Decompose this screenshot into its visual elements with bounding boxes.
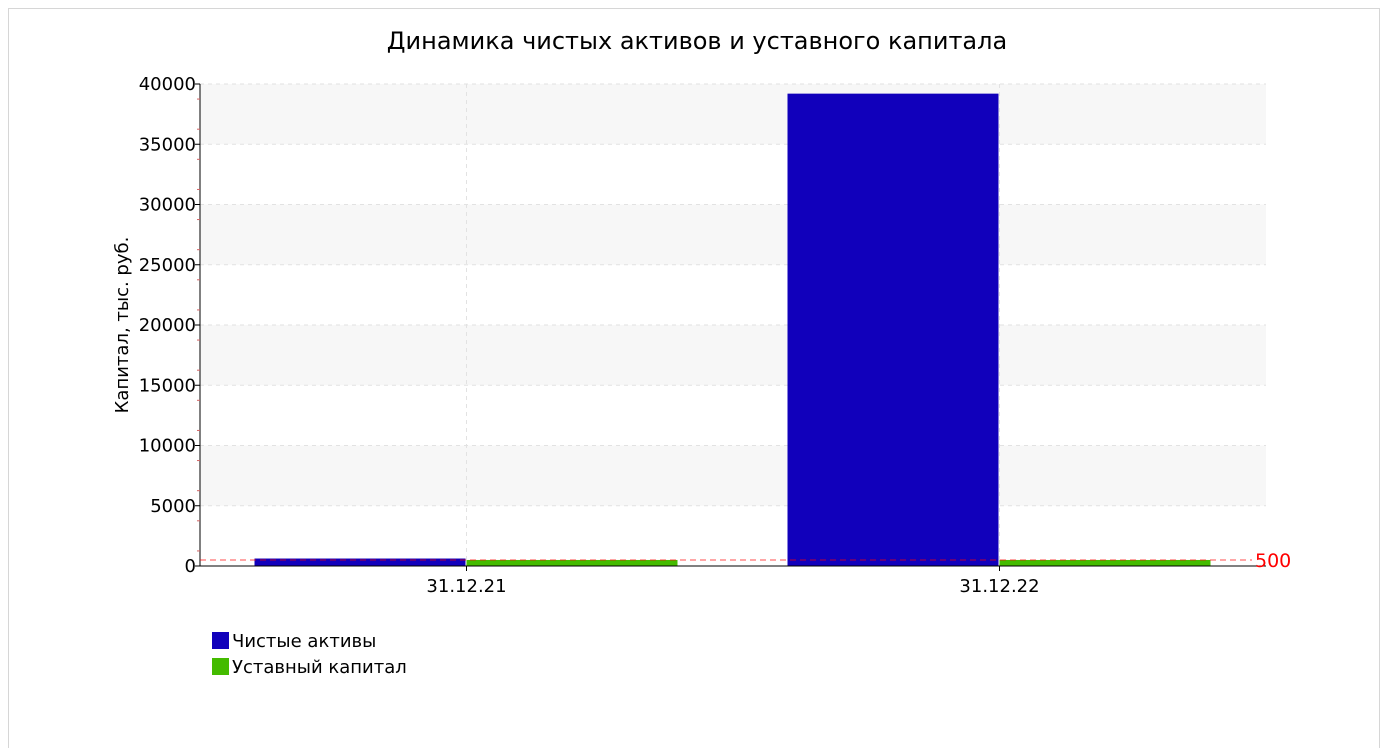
plot-band [200,325,1266,386]
y-tick-label: 10000 [139,436,196,457]
y-tick-label: 30000 [139,195,196,216]
bars [254,93,1211,566]
legend-swatch-net-assets [212,632,229,649]
x-tick-label: 31.12.21 [426,576,506,597]
chart-title: Динамика чистых активов и уставного капи… [387,27,1007,55]
bar-authorized-capital [466,559,678,566]
legend: Чистые активы Уставный капитал [212,631,407,678]
x-tick-label: 31.12.22 [959,576,1039,597]
bar-net-assets [254,558,466,566]
reference-line-group: 500 [200,550,1291,572]
y-ticks: 0 5000 10000 15000 20000 25000 30000 35000 40000 [139,74,200,577]
plot-band [200,445,1266,506]
plot-band [200,204,1266,265]
y-tick-label: 15000 [139,375,196,396]
legend-label-authorized-capital: Уставный капитал [232,657,407,678]
bar-authorized-capital [999,559,1211,566]
y-tick-label: 25000 [139,255,196,276]
y-axis-label: Капитал, тыс. руб. [112,237,133,414]
y-tick-label: 35000 [139,134,196,155]
y-tick-label: 40000 [139,74,196,95]
reference-line-label: 500 [1255,550,1291,572]
grid-lines [200,83,1266,566]
x-ticks: 31.12.21 31.12.22 [426,566,1040,597]
plot-bands [200,84,1266,506]
y-tick-label: 5000 [150,496,196,517]
y-tick-label: 20000 [139,315,196,336]
y-tick-label: 0 [185,556,196,577]
legend-swatch-authorized-capital [212,658,229,675]
legend-label-net-assets: Чистые активы [232,631,376,652]
bar-net-assets [787,93,999,566]
plot-band [200,84,1266,145]
